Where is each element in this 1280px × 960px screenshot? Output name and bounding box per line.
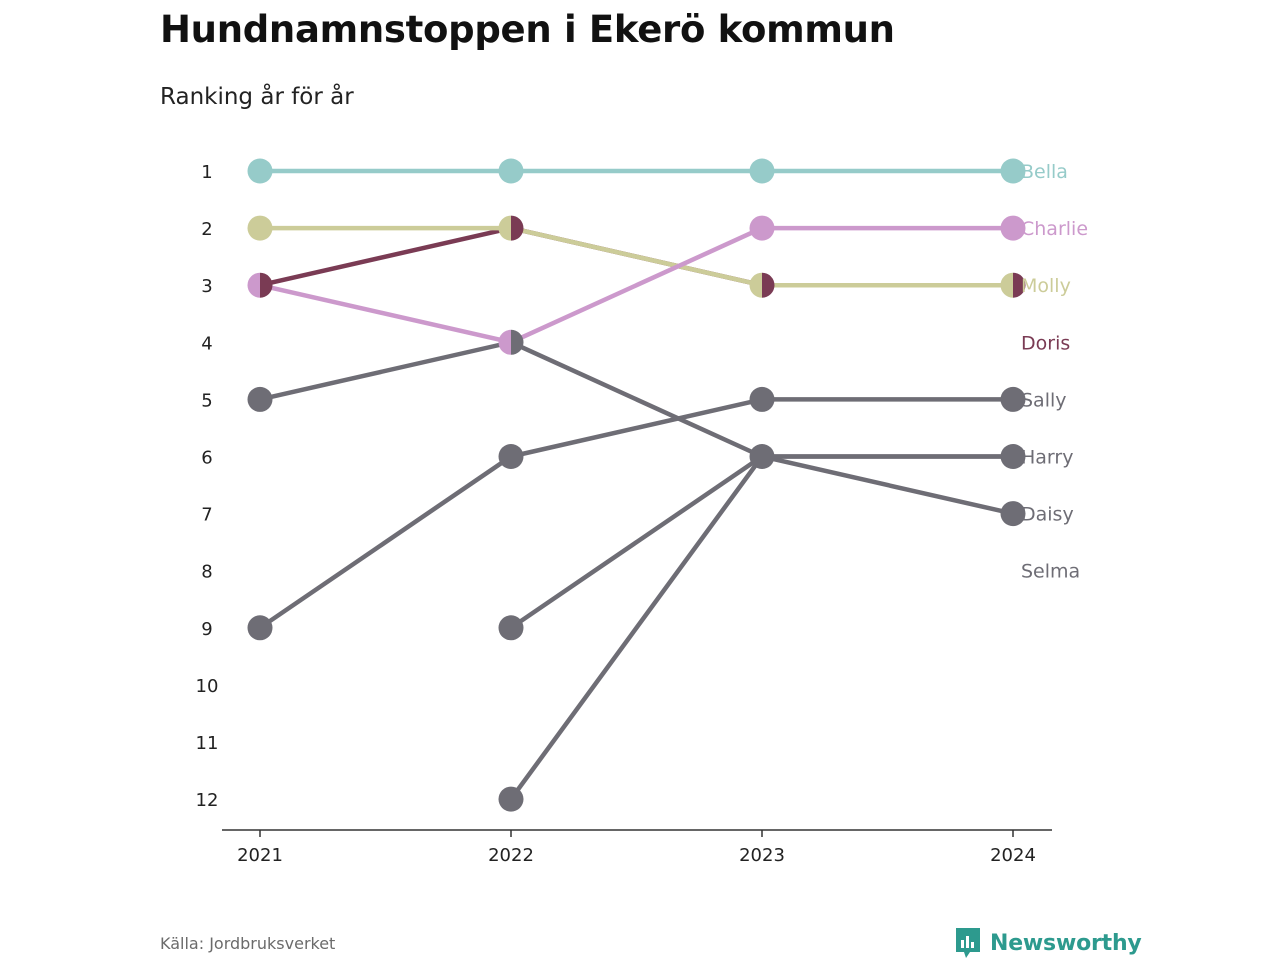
point-harry-daisy-selma <box>749 444 775 469</box>
point-daisy <box>498 615 524 641</box>
y-tick-label: 7 <box>201 505 212 526</box>
series-line-molly <box>508 225 765 288</box>
end-label-doris: Doris <box>1021 332 1070 354</box>
series-line-harry <box>257 340 514 402</box>
point-right-half-molly-doris <box>762 272 775 298</box>
end-label-harry: Harry <box>1021 447 1073 469</box>
point-left-half-charlie-doris <box>247 272 260 298</box>
newsworthy-logo-icon <box>956 928 980 958</box>
series-line-daisy <box>508 454 765 631</box>
y-tick-label: 12 <box>196 790 219 811</box>
point-right-half-charlie-doris <box>260 272 273 298</box>
point-selma <box>498 786 524 812</box>
y-tick-label: 1 <box>201 162 212 183</box>
end-label-selma: Selma <box>1021 561 1080 583</box>
point-sally <box>1000 386 1026 412</box>
series-line-charlie <box>257 282 514 345</box>
point-right-half-molly-doris <box>511 215 524 241</box>
end-label-charlie: Charlie <box>1021 218 1088 240</box>
y-tick-label: 11 <box>196 733 219 754</box>
point-right-half-charlie-harry <box>511 329 524 355</box>
series-line-daisy <box>759 454 1016 516</box>
end-label-molly: Molly <box>1021 275 1071 297</box>
point-left-half-molly-doris <box>498 215 511 241</box>
series-lines <box>257 168 1016 802</box>
point-daisy <box>1000 501 1026 527</box>
point-harry-selma <box>1000 444 1026 469</box>
point-charlie <box>1000 215 1026 241</box>
brand-name: Newsworthy <box>990 930 1142 956</box>
source-note: Källa: Jordbruksverket <box>160 934 336 953</box>
y-tick-label: 5 <box>201 390 212 411</box>
series-line-doris <box>257 225 514 288</box>
y-tick-label: 4 <box>201 333 212 354</box>
point-left-half-charlie-harry <box>498 329 511 355</box>
series-end-labels: Bella Charlie Molly Doris Harry Sally Daisy Sel… <box>1021 161 1088 583</box>
point-right-half-molly-doris <box>1013 272 1026 298</box>
point-bella <box>498 158 524 184</box>
end-label-sally: Sally <box>1021 389 1067 411</box>
x-tick-label: 2022 <box>488 845 534 866</box>
point-sally <box>749 386 775 412</box>
point-bella <box>749 158 775 184</box>
chart-subtitle: Ranking år för år <box>160 84 354 110</box>
series-line-selma <box>508 454 765 802</box>
y-tick-label: 10 <box>196 676 219 697</box>
series-points <box>247 158 1026 812</box>
end-label-daisy: Daisy <box>1021 504 1074 526</box>
point-molly <box>247 215 273 241</box>
x-tick-label: 2023 <box>739 845 785 866</box>
point-sally <box>498 444 524 469</box>
chart-title: Hundnamnstoppen i Ekerö kommun <box>160 8 895 51</box>
series-line-sally <box>508 397 765 459</box>
point-harry <box>247 386 273 412</box>
y-tick-label: 3 <box>201 276 212 297</box>
series-line-harry <box>508 340 765 459</box>
point-left-half-molly-doris <box>1000 272 1013 298</box>
point-sally <box>247 615 273 641</box>
brand-logo: Newsworthy <box>954 926 1142 960</box>
end-label-bella: Bella <box>1021 161 1068 183</box>
y-tick-label: 2 <box>201 219 212 240</box>
point-charlie <box>749 215 775 241</box>
x-tick-label: 2024 <box>990 845 1036 866</box>
x-axis: 2021 2022 2023 2024 <box>222 829 1052 866</box>
series-line-charlie <box>508 225 765 345</box>
point-bella <box>247 158 273 184</box>
x-tick-label: 2021 <box>237 845 283 866</box>
y-tick-label: 8 <box>201 562 212 583</box>
y-tick-label: 9 <box>201 619 212 640</box>
point-bella <box>1000 158 1026 184</box>
y-tick-label: 6 <box>201 448 212 469</box>
point-left-half-molly-doris <box>749 272 762 298</box>
series-line-sally <box>257 454 514 631</box>
